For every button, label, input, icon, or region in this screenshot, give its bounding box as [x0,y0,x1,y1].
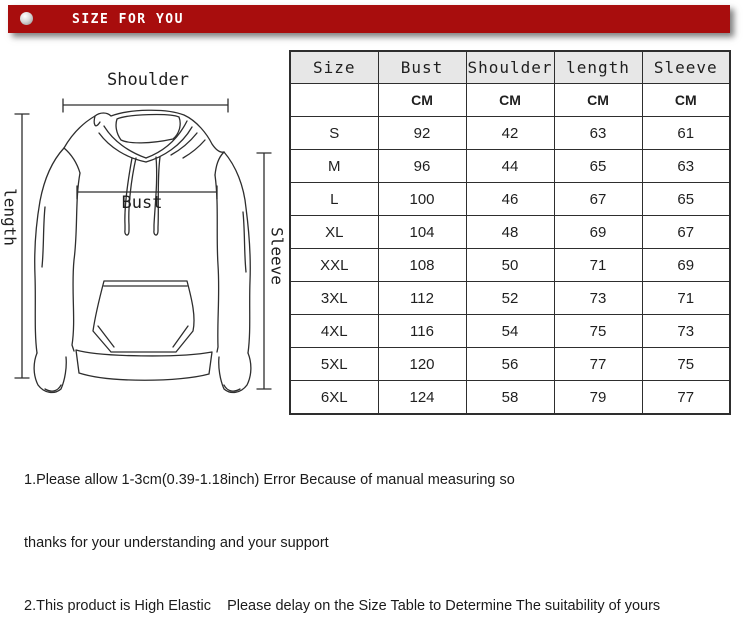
table-header-row: Size Bust Shoulder length Sleeve [289,50,731,84]
unit-row: CM CM CM CM [289,83,731,117]
size-cell: 6XL [289,380,379,415]
value-cell: 100 [377,182,467,216]
sleeve-measure-line [256,152,272,390]
value-cell: 42 [465,116,555,150]
value-cell: 67 [641,215,731,249]
table-row: 3XL 112 52 73 71 [289,281,731,315]
value-cell: 77 [553,347,643,381]
size-cell: L [289,182,379,216]
value-cell: 124 [377,380,467,415]
value-cell: 73 [641,314,731,348]
column-header-size: Size [289,50,379,84]
table-row: L 100 46 67 65 [289,182,731,216]
value-cell: 71 [553,248,643,282]
bust-label: Bust [122,193,163,213]
value-cell: 50 [465,248,555,282]
value-cell: 58 [465,380,555,415]
shoulder-label: Shoulder [107,70,189,90]
shoulder-measure-line [62,98,229,113]
size-cell: XL [289,215,379,249]
column-header-shoulder: Shoulder [465,50,555,84]
value-cell: 46 [465,182,555,216]
value-cell: 120 [377,347,467,381]
value-cell: 116 [377,314,467,348]
value-cell: 69 [553,215,643,249]
footnotes: 1.Please allow 1-3cm(0.39-1.18inch) Erro… [24,428,736,638]
size-cell: 4XL [289,314,379,348]
value-cell: 75 [641,347,731,381]
table-row: 6XL 124 58 79 77 [289,380,731,415]
value-cell: 52 [465,281,555,315]
note-line-3: 2.This product is High Elastic Please de… [24,598,661,614]
value-cell: 56 [465,347,555,381]
value-cell: 108 [377,248,467,282]
note-line-2: thanks for your understanding and your s… [24,535,329,551]
size-cell: M [289,149,379,183]
length-label: length [1,188,20,246]
table-row: 5XL 120 56 77 75 [289,347,731,381]
size-table: Size Bust Shoulder length Sleeve CM CM C… [289,50,731,415]
sleeve-label: Sleeve [268,227,287,285]
value-cell: 48 [465,215,555,249]
value-cell: 96 [377,149,467,183]
size-cell: XXL [289,248,379,282]
value-cell: 44 [465,149,555,183]
column-header-sleeve: Sleeve [641,50,731,84]
value-cell: 61 [641,116,731,150]
value-cell: 65 [553,149,643,183]
table-row: S 92 42 63 61 [289,116,731,150]
table-row: XXL 108 50 71 69 [289,248,731,282]
value-cell: 104 [377,215,467,249]
unit-cell: CM [641,83,731,117]
value-cell: 67 [553,182,643,216]
value-cell: 71 [641,281,731,315]
size-for-you-banner: SIZE FOR YOU [8,5,730,33]
value-cell: 79 [553,380,643,415]
unit-cell [289,83,379,117]
note-line-1: 1.Please allow 1-3cm(0.39-1.18inch) Erro… [24,472,515,488]
table-row: XL 104 48 69 67 [289,215,731,249]
value-cell: 112 [377,281,467,315]
size-cell: S [289,116,379,150]
length-measure-line [14,113,30,379]
banner-title: SIZE FOR YOU [72,12,184,27]
size-cell: 3XL [289,281,379,315]
value-cell: 54 [465,314,555,348]
unit-cell: CM [553,83,643,117]
value-cell: 63 [641,149,731,183]
value-cell: 77 [641,380,731,415]
column-header-bust: Bust [377,50,467,84]
column-header-length: length [553,50,643,84]
value-cell: 75 [553,314,643,348]
unit-cell: CM [465,83,555,117]
size-cell: 5XL [289,347,379,381]
unit-cell: CM [377,83,467,117]
value-cell: 69 [641,248,731,282]
hoodie-sketch: Shoulder length Bust Sleeve [1,70,287,394]
hoodie-measurement-diagram: Shoulder length Bust Sleeve [0,55,292,447]
value-cell: 63 [553,116,643,150]
value-cell: 92 [377,116,467,150]
table-row: 4XL 116 54 75 73 [289,314,731,348]
value-cell: 73 [553,281,643,315]
rivet-dot-icon [20,12,33,25]
table-row: M 96 44 65 63 [289,149,731,183]
value-cell: 65 [641,182,731,216]
